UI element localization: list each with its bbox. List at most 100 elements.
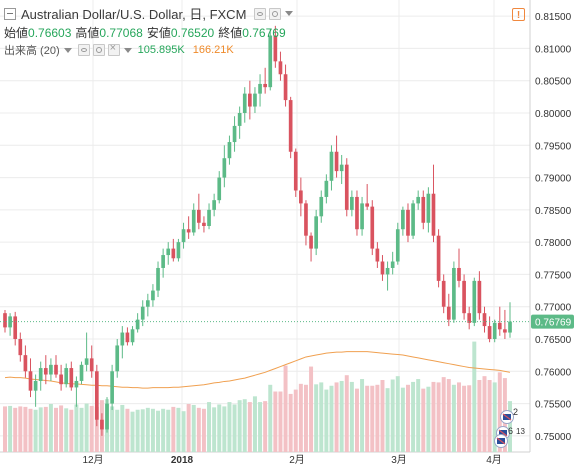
volume-bar xyxy=(482,376,487,452)
volume-bar xyxy=(278,391,283,452)
volume-bar xyxy=(171,406,176,452)
chevron-down-icon[interactable] xyxy=(285,11,294,16)
candle-body xyxy=(339,164,344,172)
volume-bar xyxy=(324,389,329,452)
candle-body xyxy=(492,322,497,339)
candle xyxy=(497,306,502,336)
candle xyxy=(375,242,380,268)
eye-icon[interactable] xyxy=(77,44,90,56)
candle-body xyxy=(503,329,507,333)
candle-body xyxy=(227,142,232,159)
candle-body xyxy=(293,151,298,191)
volume-bar xyxy=(298,383,303,452)
candle xyxy=(355,190,359,236)
candle xyxy=(263,67,267,94)
candle xyxy=(64,363,69,388)
volume-bar xyxy=(426,386,431,452)
settings-icon[interactable] xyxy=(269,7,282,20)
candle-body xyxy=(329,151,334,181)
volume-bar xyxy=(212,407,217,452)
low-label: 安値 xyxy=(146,26,171,40)
candle xyxy=(151,284,155,307)
candle xyxy=(446,293,451,327)
candle xyxy=(283,64,288,107)
volume-bar xyxy=(380,380,385,452)
high-label: 高値 xyxy=(75,26,100,40)
candle xyxy=(462,274,466,320)
volume-bar xyxy=(319,382,324,452)
volume-bar xyxy=(8,405,13,452)
candle-body xyxy=(497,322,502,330)
volume-bar xyxy=(309,366,314,452)
candle-body xyxy=(181,229,186,243)
volume-bar xyxy=(23,406,28,452)
volume-bar xyxy=(130,411,135,452)
candle-body xyxy=(191,209,196,233)
volume-bar xyxy=(48,404,53,452)
price-axis[interactable]: 0.81500 0.81000 0.80500 0.80000 0.79500 0.790… xyxy=(535,12,572,443)
candle-body xyxy=(105,403,109,430)
candle xyxy=(237,106,242,139)
flag-cross xyxy=(498,429,508,437)
volume-bar xyxy=(64,408,69,452)
volume-bar xyxy=(258,402,263,452)
candle-body xyxy=(446,306,451,320)
candle-body xyxy=(467,313,472,323)
candle-body xyxy=(411,203,415,236)
candle-body xyxy=(74,380,79,388)
y-tick-label: 0.78000 xyxy=(535,238,572,249)
chevron-down-icon[interactable] xyxy=(63,47,72,53)
y-tick-label: 0.75000 xyxy=(535,432,572,443)
volume-bar xyxy=(349,381,354,452)
volume-bar xyxy=(217,404,222,452)
event-markers[interactable]: 26 13 xyxy=(494,407,526,448)
ohlc-row: 始値 0.76603 高値 0.77068 安値 0.76520 終値 0.76769 xyxy=(4,24,286,41)
volume-bar xyxy=(314,384,319,452)
candle-body xyxy=(115,345,120,372)
candle-body xyxy=(69,368,74,388)
volume-bar xyxy=(472,341,477,452)
volume-bar xyxy=(191,404,196,452)
candle-body xyxy=(84,358,89,365)
settings-icon[interactable] xyxy=(92,44,105,56)
volume-bar xyxy=(176,407,181,452)
candle-body xyxy=(217,177,222,201)
candle-body xyxy=(176,242,181,259)
low-value: 0.76520 xyxy=(170,25,215,40)
candle xyxy=(411,200,415,239)
candle xyxy=(54,355,58,378)
x-tick-label: 3月 xyxy=(391,454,407,466)
collapse-legend-icon[interactable] xyxy=(4,7,16,20)
volume-bar xyxy=(201,408,206,452)
candle-body xyxy=(263,83,267,88)
volume-bar xyxy=(74,404,79,452)
close-label: 終値 xyxy=(218,26,243,40)
candle xyxy=(242,87,247,123)
volume-bar xyxy=(370,385,375,452)
volume-bar xyxy=(150,408,155,452)
candle xyxy=(503,309,507,339)
candle-body xyxy=(237,113,242,126)
candle xyxy=(69,361,74,391)
volume-bar xyxy=(237,400,242,452)
candle xyxy=(467,306,472,330)
volume-ma-value: 166.21K xyxy=(192,44,234,56)
time-axis[interactable]: 12月 2018 2月 3月 4月 xyxy=(82,454,501,466)
event-flag-c[interactable] xyxy=(494,434,508,448)
candle xyxy=(492,319,497,343)
candle-body xyxy=(23,355,28,372)
eye-icon[interactable] xyxy=(254,7,267,20)
event-flag-a[interactable] xyxy=(500,410,514,424)
candle xyxy=(217,171,222,204)
candle xyxy=(452,261,456,323)
volume-bar xyxy=(451,384,456,452)
warning-icon[interactable]: ! xyxy=(512,8,525,21)
candle-body xyxy=(3,313,7,328)
volume-bar xyxy=(390,379,395,452)
chevron-down-icon[interactable] xyxy=(123,47,132,53)
volume-bar xyxy=(457,382,461,452)
candle-body xyxy=(441,280,446,307)
close-icon[interactable] xyxy=(107,42,120,56)
x-tick-label: 4月 xyxy=(486,454,502,466)
